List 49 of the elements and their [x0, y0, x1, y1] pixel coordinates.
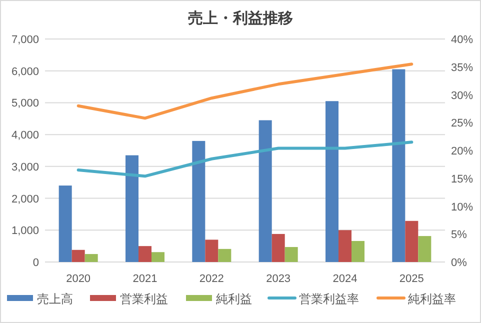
- y-tick-label: 1,000: [11, 225, 39, 238]
- bar: [392, 69, 406, 262]
- line-series: [76, 140, 414, 178]
- y-tick-label: 7,000: [11, 34, 39, 46]
- line-series: [76, 62, 414, 120]
- bar: [138, 246, 152, 262]
- bar: [258, 120, 272, 262]
- x-tick-label: 2025: [399, 273, 424, 285]
- y-tick-label: 2,000: [11, 193, 39, 206]
- y2-tick-label: 25%: [451, 118, 474, 130]
- bar: [326, 101, 338, 262]
- bar: [72, 250, 85, 262]
- y2-tick-label: 10%: [451, 201, 474, 214]
- legend-label: 純利益: [216, 292, 252, 306]
- bar: [272, 234, 285, 262]
- bar: [84, 254, 98, 262]
- bar: [405, 220, 418, 262]
- x-tick-label: 2024: [332, 273, 358, 285]
- legend-label: 営業利益: [120, 292, 168, 306]
- bar: [205, 240, 218, 262]
- y2-tick-label: 0%: [451, 257, 468, 269]
- bar: [192, 140, 206, 262]
- y-tick-label: 4,000: [11, 130, 39, 142]
- y-tick-label: 5,000: [11, 98, 39, 110]
- bar: [352, 240, 364, 262]
- x-tick-label: 2023: [266, 273, 291, 285]
- bar: [418, 236, 432, 262]
- legend-label: 売上高: [37, 292, 73, 306]
- x-tick-label: 2020: [66, 273, 91, 285]
- y-tick-label: 3,000: [11, 161, 39, 174]
- bar: [58, 186, 72, 262]
- y-tick-label: 0: [32, 257, 39, 269]
- x-tick-label: 2022: [199, 273, 224, 285]
- bar: [338, 230, 352, 262]
- y2-tick-label: 15%: [451, 173, 474, 186]
- bar: [152, 252, 164, 262]
- y2-tick-label: 5%: [451, 229, 468, 242]
- chart-title: 売上・利益推移: [188, 10, 293, 27]
- legend-label: 純利益率: [408, 292, 456, 306]
- legend-label: 営業利益率: [299, 292, 359, 306]
- y2-tick-label: 40%: [451, 34, 474, 46]
- x-tick-label: 2021: [132, 273, 158, 285]
- bar: [126, 155, 138, 262]
- y2-tick-label: 20%: [451, 146, 474, 158]
- y-tick-label: 6,000: [11, 66, 39, 78]
- y2-tick-label: 35%: [451, 62, 474, 74]
- bar: [284, 247, 298, 262]
- y2-tick-label: 30%: [451, 90, 474, 102]
- bar: [218, 248, 232, 262]
